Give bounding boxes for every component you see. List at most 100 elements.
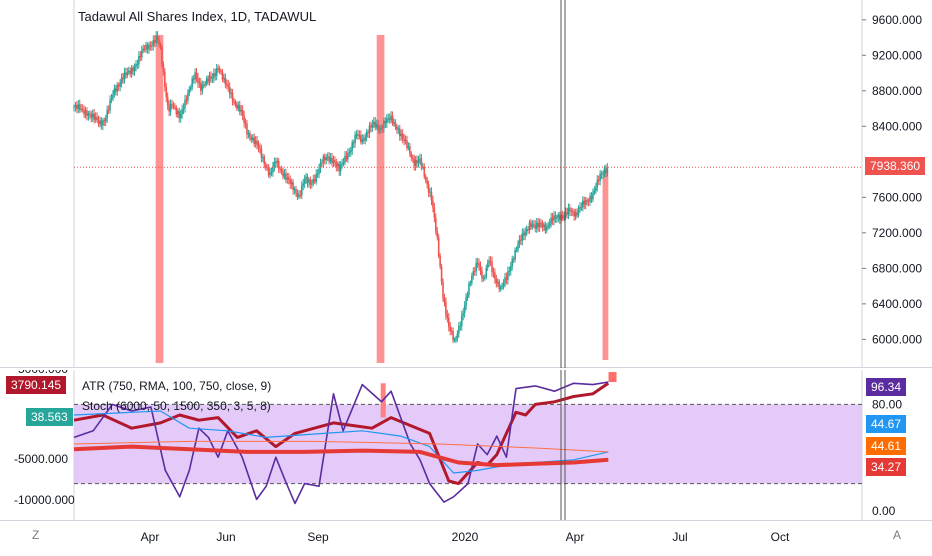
price-pane[interactable]: 9600.000 9200.000 8800.000 8400.000 7600.000… [0, 0, 932, 368]
candle-body [129, 70, 132, 75]
price-axis-label: 6800.000 [872, 261, 922, 275]
candle-body [87, 113, 90, 116]
candle-body [296, 193, 299, 197]
candle-body [409, 146, 411, 154]
candle-body [370, 125, 372, 128]
candle-body [270, 172, 273, 174]
candle-body [279, 168, 281, 170]
candle-body [605, 168, 607, 174]
candle-body [362, 138, 365, 141]
candle-body [84, 110, 87, 115]
candle-body [172, 105, 175, 107]
candle-body [122, 77, 124, 80]
candle-body [146, 44, 149, 50]
candle-body [449, 326, 452, 332]
candle-body [135, 64, 137, 67]
candle-body [143, 48, 146, 50]
candle-body [593, 190, 596, 193]
candle-body [185, 99, 188, 101]
candle-body [535, 222, 538, 229]
candle-body [125, 72, 127, 76]
candle-body [295, 188, 297, 194]
candle-body [517, 244, 519, 250]
candle-body [318, 168, 320, 174]
candle-body [113, 88, 116, 95]
candle-body [322, 156, 325, 163]
candle-body [313, 179, 316, 182]
time-axis[interactable]: Apr Jun Sep 2020 Apr Jul Oct Z A [0, 520, 932, 551]
candle-body [504, 277, 506, 284]
candle-body [179, 113, 182, 119]
candle-body [282, 171, 284, 177]
candle-body [544, 224, 547, 231]
candle-body [492, 272, 495, 274]
candle-body [360, 135, 362, 142]
candle-body [596, 179, 599, 188]
osc-left-label: -5000.000 [14, 452, 68, 466]
osc-left-label: -10000.000 [14, 493, 75, 507]
candle-body [551, 217, 554, 221]
candle-body [525, 229, 528, 232]
candle-body [406, 140, 408, 148]
candle-body [411, 157, 414, 159]
candle-body [139, 55, 142, 58]
candle-body [471, 275, 473, 283]
log-scale-toggle[interactable]: Z [32, 528, 39, 542]
candle-body [152, 40, 155, 46]
candle-body [501, 286, 503, 288]
candle-body [220, 70, 222, 73]
candle-body [436, 231, 439, 238]
candle-body [419, 158, 421, 161]
candle-body [238, 105, 241, 112]
candle-body [263, 156, 266, 165]
candle-body [469, 282, 472, 285]
candle-body [236, 104, 238, 109]
candle-body [285, 173, 287, 180]
candle-body [466, 295, 469, 298]
candle-body [352, 142, 355, 144]
price-chart[interactable]: 9600.000 9200.000 8800.000 8400.000 7600.000… [0, 0, 932, 368]
candle-body [479, 265, 482, 271]
candle-body [169, 104, 172, 112]
candle-body [459, 325, 462, 327]
candle-body [358, 135, 361, 137]
candle-body [259, 147, 261, 149]
candle-body [205, 78, 208, 84]
candle-body [424, 176, 427, 180]
osc-highlight [608, 372, 617, 382]
candle-body [401, 133, 404, 139]
candle-body [507, 271, 509, 280]
candle-body [595, 187, 597, 191]
candle-body [486, 263, 489, 268]
candle-body [76, 105, 78, 109]
candle-body [103, 120, 106, 122]
auto-scale-toggle[interactable]: A [893, 528, 901, 542]
candle-body [315, 174, 317, 182]
candle-body [80, 108, 83, 110]
candle-body [264, 164, 267, 168]
candle-body [420, 158, 423, 168]
price-axis-label: 8400.000 [872, 119, 922, 133]
candle-body [286, 177, 289, 180]
candle-body [476, 262, 479, 264]
candle-body [329, 157, 332, 162]
candle-body [475, 262, 477, 272]
candle-body [149, 44, 152, 46]
candle-body [328, 156, 330, 162]
candle-body [579, 207, 581, 210]
atr-legend[interactable]: ATR (750, RMA, 100, 750, close, 9) [82, 379, 271, 393]
candle-body [240, 109, 243, 112]
last-price-value: 7938.360 [870, 159, 921, 173]
candle-body [224, 77, 227, 85]
candle-body [153, 40, 156, 43]
candle-body [302, 183, 304, 187]
candle-body [430, 191, 433, 201]
candle-body [550, 217, 552, 224]
candle-body [496, 281, 499, 284]
candle-body [522, 233, 525, 236]
candle-body [140, 50, 143, 58]
candle-body [393, 122, 395, 124]
candle-body [354, 134, 356, 144]
stoch-legend[interactable]: Stoch (6000, 50, 1500, 350, 3, 5, 8) [82, 399, 271, 413]
